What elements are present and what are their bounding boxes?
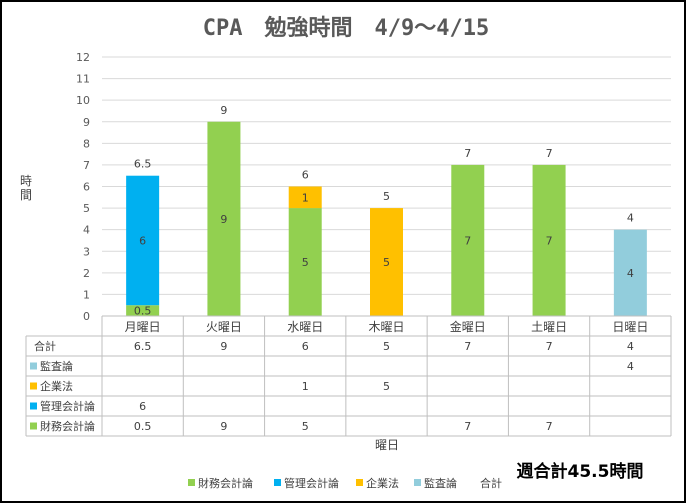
segment-data-label: 0.5 [134,305,152,318]
table-cell: 6.5 [134,340,152,353]
x-category-label: 土曜日 [531,320,567,334]
y-tick-label: 3 [83,245,90,258]
bar-segment [126,305,160,316]
segment-data-label: 9 [220,213,227,226]
bar-segment [288,208,322,316]
total-data-label: 4 [627,212,634,225]
y-tick-label: 11 [76,73,90,86]
legend-label: 企業法 [366,476,399,490]
legend-label: 監査論 [424,476,457,490]
legend-label: 合計 [480,476,502,490]
x-category-label: 水曜日 [287,320,323,334]
segment-data-label: 5 [302,256,309,269]
y-tick-label: 10 [76,94,90,107]
x-category-label: 木曜日 [368,320,404,334]
table-cell: 7 [464,420,471,433]
table-cell: 9 [220,420,227,433]
table-row-header: 財務会計論 [40,419,95,433]
legend-key [414,479,421,486]
table-cell: 5 [302,420,309,433]
table-cell: 6 [139,400,146,413]
y-tick-label: 6 [83,181,90,194]
table-row-header: 監査論 [40,359,73,373]
segment-data-label: 1 [302,191,309,204]
weekly-total-label: 週合計45.5時間 [517,461,644,482]
table-legend-key [30,362,37,370]
y-tick-label: 4 [83,224,90,237]
chart-title: CPA 勉強時間 4/9～4/15 [203,15,489,41]
total-data-label: 6.5 [134,158,152,171]
table-row-header: 管理会計論 [40,399,95,413]
legend-label: 財務会計論 [198,476,253,490]
segment-data-label: 7 [546,234,553,247]
bar-segment [126,175,160,306]
table-cell: 7 [464,340,471,353]
total-data-label: 7 [546,147,553,160]
y-tick-label: 2 [83,267,90,280]
x-category-label: 日曜日 [612,320,648,334]
table-cell: 0.5 [134,420,152,433]
y-tick-label: 8 [83,137,90,150]
total-data-label: 9 [220,104,227,117]
x-axis-label: 曜日 [375,438,399,452]
legend-label: 管理会計論 [284,476,339,490]
y-tick-label: 7 [83,159,90,172]
total-data-label: 5 [383,190,390,203]
table-cell: 7 [546,420,553,433]
table-row-header: 企業法 [40,379,73,393]
table-cell: 4 [627,340,634,353]
x-category-label: 月曜日 [125,320,161,334]
table-cell: 6 [302,340,309,353]
bar-segment [613,229,647,316]
table-legend-key [30,382,37,390]
bar-segment [207,121,241,316]
y-axis-label: 時間 [20,174,32,202]
total-data-label: 6 [302,169,309,182]
bar-segment [288,186,322,209]
segment-data-label: 5 [383,256,390,269]
table-row-header: 合計 [34,339,56,353]
bars [126,121,647,316]
y-tick-label: 5 [83,202,90,215]
table-legend-key [30,422,37,430]
y-tick-label: 12 [76,51,90,64]
table-cell: 9 [220,340,227,353]
data-labels: 0.5 6 6.5 9 9 5 1 6 5 5 7 7 7 7 4 4 [134,104,634,318]
y-tick-label: 0 [83,310,90,323]
x-category-label: 火曜日 [206,320,242,334]
segment-data-label: 4 [627,267,634,280]
table-cell: 1 [302,380,309,393]
bar-segment [370,208,403,316]
legend-key [274,479,281,486]
legend-key [356,479,363,486]
bar-segment [532,164,566,316]
legend: 財務会計論 管理会計論 企業法 監査論 合計 [188,476,502,490]
table-legend-key [30,402,37,410]
segment-data-label: 7 [464,234,471,247]
x-category-label: 金曜日 [450,319,486,334]
y-tick-label: 9 [83,116,90,129]
legend-key [188,479,195,486]
table-cell: 4 [627,360,634,373]
y-tick-label: 1 [83,288,90,301]
total-data-label: 7 [464,147,471,160]
table-cell: 5 [383,380,390,393]
segment-data-label: 6 [139,234,146,247]
table-cell: 7 [546,340,553,353]
table-cell: 5 [383,340,390,353]
bar-segment [451,164,485,316]
